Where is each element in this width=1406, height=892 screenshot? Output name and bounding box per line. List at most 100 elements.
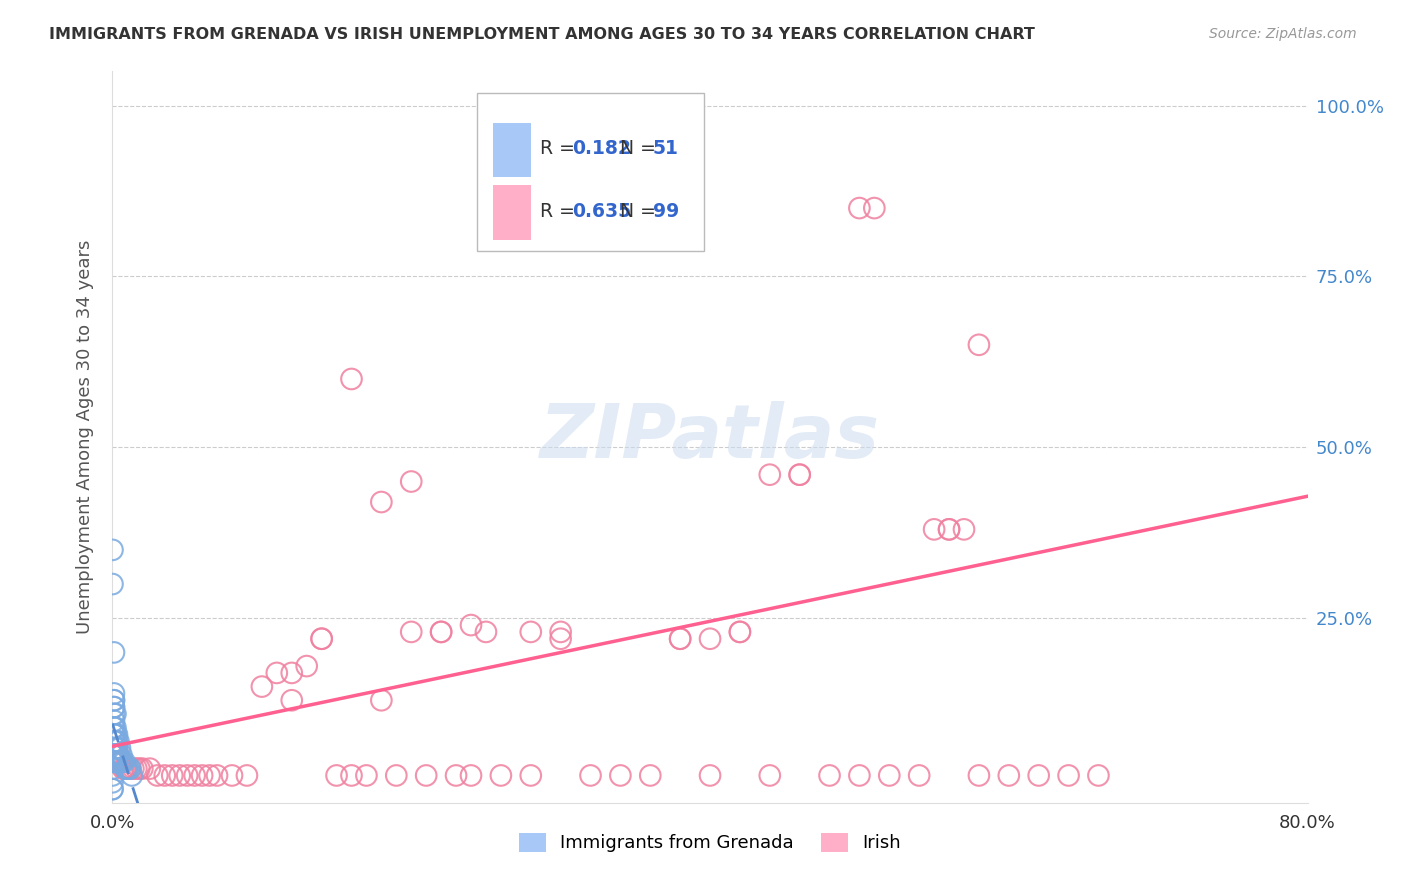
Point (110, 747, 132, 762)
Point (295, 659, 318, 673)
Point (101, 782, 124, 797)
Text: 0.182: 0.182 (572, 138, 631, 158)
Point (146, 768, 169, 782)
Point (183, 768, 205, 782)
Point (110, 755, 132, 769)
Point (101, 775, 124, 789)
Point (101, 747, 124, 762)
Point (104, 734, 127, 748)
Point (103, 700, 125, 714)
Point (759, 768, 782, 782)
Point (103, 645, 125, 659)
Point (105, 734, 128, 748)
Point (460, 618, 482, 632)
Point (640, 201, 662, 215)
Point (104, 734, 127, 748)
Point (105, 747, 128, 762)
Point (169, 768, 191, 782)
Point (105, 741, 128, 756)
Legend: Immigrants from Grenada, Irish: Immigrants from Grenada, Irish (512, 826, 908, 860)
Point (103, 714, 125, 728)
Point (579, 768, 602, 782)
Point (101, 782, 124, 797)
Point (104, 727, 127, 741)
Point (340, 372, 363, 386)
Point (728, 624, 751, 639)
Point (415, 768, 437, 782)
Text: Source: ZipAtlas.com: Source: ZipAtlas.com (1209, 27, 1357, 41)
Point (101, 755, 124, 769)
Point (699, 768, 721, 782)
Point (340, 768, 363, 782)
Point (103, 747, 125, 762)
Point (108, 755, 131, 769)
Point (967, 768, 990, 782)
Point (311, 632, 333, 646)
Point (1028, 768, 1050, 782)
Text: N =: N = (609, 202, 662, 221)
Point (281, 665, 304, 680)
Point (699, 632, 721, 646)
Point (430, 624, 453, 639)
Point (938, 522, 960, 536)
Point (789, 467, 811, 482)
Point (489, 768, 512, 782)
Point (848, 201, 870, 215)
Point (115, 762, 138, 776)
Point (104, 727, 127, 741)
Point (104, 747, 127, 762)
Point (103, 747, 125, 762)
Point (105, 755, 128, 769)
Point (953, 522, 976, 536)
Point (101, 747, 124, 762)
Point (108, 741, 131, 756)
Point (624, 201, 647, 215)
Point (104, 706, 127, 721)
Point (110, 755, 132, 769)
Point (356, 768, 378, 782)
Text: ZIPatlas: ZIPatlas (540, 401, 880, 474)
Point (104, 741, 127, 756)
Y-axis label: Unemployment Among Ages 30 to 34 years: Unemployment Among Ages 30 to 34 years (76, 240, 94, 634)
Bar (492, 122, 531, 178)
Point (104, 755, 127, 769)
Point (370, 693, 392, 707)
Point (176, 768, 198, 782)
Point (153, 768, 176, 782)
Point (103, 721, 125, 735)
Point (818, 768, 841, 782)
Point (205, 768, 228, 782)
Point (250, 680, 273, 694)
Point (128, 762, 150, 776)
Point (1057, 768, 1080, 782)
Point (101, 577, 124, 591)
Point (108, 755, 131, 769)
Point (105, 727, 128, 741)
Point (108, 755, 131, 769)
Point (111, 755, 134, 769)
Point (105, 747, 128, 762)
Point (101, 762, 124, 776)
Point (107, 747, 129, 762)
Point (609, 201, 631, 215)
Point (103, 693, 125, 707)
Point (107, 747, 129, 762)
Point (460, 768, 482, 782)
Point (103, 686, 125, 700)
Point (520, 624, 543, 639)
Point (105, 741, 128, 756)
Point (640, 768, 662, 782)
Point (325, 768, 347, 782)
Point (101, 542, 124, 557)
Point (669, 632, 692, 646)
Point (103, 693, 125, 707)
Point (609, 768, 631, 782)
Bar (492, 185, 531, 240)
Point (120, 762, 142, 776)
Point (104, 747, 127, 762)
Point (669, 632, 692, 646)
Point (103, 700, 125, 714)
Point (162, 768, 183, 782)
Point (370, 495, 392, 509)
Point (114, 762, 135, 776)
